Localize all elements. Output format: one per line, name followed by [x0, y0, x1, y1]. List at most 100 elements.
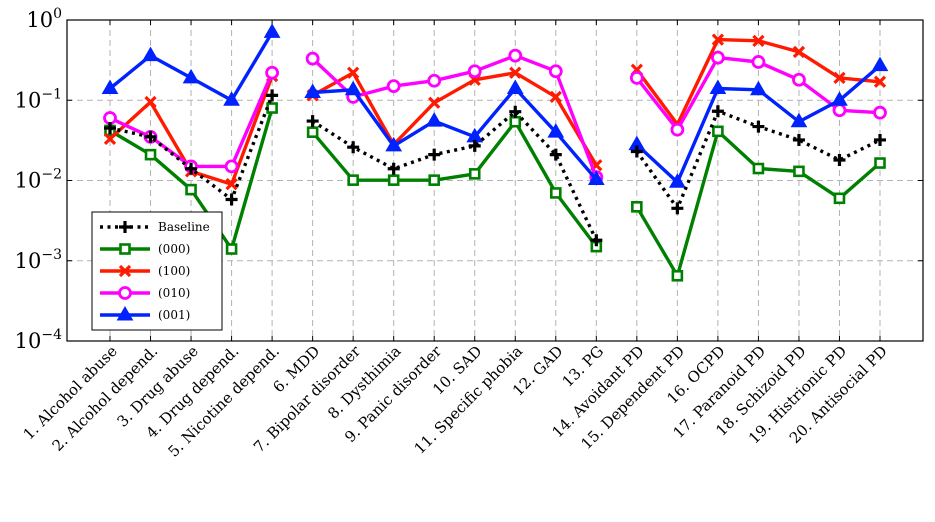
data-point	[385, 136, 403, 152]
data-point	[671, 269, 684, 282]
data-point	[427, 73, 442, 88]
y-tick-label: 100	[26, 6, 62, 32]
data-point	[506, 79, 524, 95]
series-line	[311, 110, 598, 242]
data-point	[225, 178, 238, 191]
data-point	[549, 90, 562, 104]
data-point	[793, 165, 805, 178]
data-point	[792, 133, 805, 146]
data-point	[144, 95, 157, 109]
series-layer	[101, 23, 889, 282]
y-tick-label: 10−3	[15, 247, 62, 273]
data-point	[873, 75, 887, 88]
data-point	[182, 68, 200, 84]
data-point	[710, 50, 725, 65]
legend-marker	[118, 264, 132, 278]
data-point	[263, 23, 281, 38]
data-point	[831, 91, 848, 106]
data-point	[347, 141, 360, 154]
data-point	[709, 79, 727, 95]
data-point	[387, 174, 400, 186]
y-tick-label: 10−2	[15, 167, 62, 193]
data-point	[547, 123, 565, 138]
data-point	[669, 173, 686, 188]
data-point	[304, 83, 321, 98]
data-point	[101, 79, 119, 95]
legend-label: (010)	[158, 286, 190, 300]
legend-label: (100)	[158, 264, 190, 278]
data-point	[670, 122, 685, 137]
series-(010)	[103, 48, 887, 185]
data-point	[266, 89, 279, 102]
legend-item: (100)	[100, 264, 190, 278]
data-point	[306, 126, 319, 138]
data-point	[509, 66, 522, 79]
data-point	[874, 157, 886, 169]
series-Baseline	[104, 89, 886, 247]
data-point	[344, 80, 362, 96]
legend-marker	[119, 221, 131, 233]
data-point	[509, 105, 522, 118]
data-point	[428, 148, 441, 161]
data-point	[631, 201, 643, 213]
data-point	[752, 162, 765, 175]
y-tick-label: 10−4	[15, 327, 62, 353]
data-point	[871, 56, 889, 72]
data-point	[144, 148, 157, 161]
series-(001)	[101, 23, 889, 188]
data-point	[833, 71, 846, 85]
data-point	[750, 80, 767, 96]
data-point	[587, 170, 605, 185]
data-point	[468, 139, 481, 152]
data-point	[185, 162, 198, 175]
data-point	[792, 45, 806, 59]
data-point	[468, 168, 481, 180]
y-tick-label: 10−1	[15, 86, 62, 112]
legend-item: (010)	[100, 286, 190, 300]
data-point	[752, 120, 765, 133]
series-line	[109, 94, 274, 202]
data-point	[265, 65, 280, 80]
legend-marker	[116, 305, 134, 321]
data-point	[832, 103, 847, 118]
data-point	[711, 33, 725, 46]
legend-item: (000)	[100, 242, 190, 256]
legend-label: (001)	[158, 308, 190, 322]
plot-frame	[66, 19, 924, 342]
data-point	[874, 133, 886, 146]
data-point	[590, 234, 603, 247]
data-point	[428, 174, 441, 186]
series-line	[312, 86, 598, 181]
series-line	[311, 120, 598, 248]
data-point	[833, 192, 846, 205]
data-point	[548, 64, 563, 79]
series-line	[311, 71, 598, 167]
data-point	[142, 46, 159, 62]
legend-marker	[118, 286, 132, 300]
data-point	[833, 154, 846, 167]
data-point	[144, 130, 157, 143]
legend-item: (001)	[100, 305, 190, 322]
data-point	[386, 79, 401, 94]
data-point	[751, 55, 766, 69]
data-point	[225, 193, 238, 206]
data-point	[387, 162, 400, 175]
data-point	[629, 70, 644, 85]
data-point	[630, 145, 643, 158]
data-point	[792, 72, 806, 87]
data-point	[790, 112, 808, 128]
data-point	[103, 132, 117, 146]
data-point	[103, 111, 117, 125]
data-point	[508, 48, 523, 63]
legend-item: Baseline	[100, 220, 210, 234]
data-point	[185, 183, 197, 196]
data-point	[671, 202, 684, 215]
data-point	[224, 159, 239, 174]
legend-label: (000)	[158, 242, 190, 256]
data-point	[305, 51, 320, 66]
data-point	[225, 243, 238, 255]
data-point	[712, 125, 724, 138]
data-point	[549, 148, 562, 161]
data-point	[347, 66, 360, 79]
